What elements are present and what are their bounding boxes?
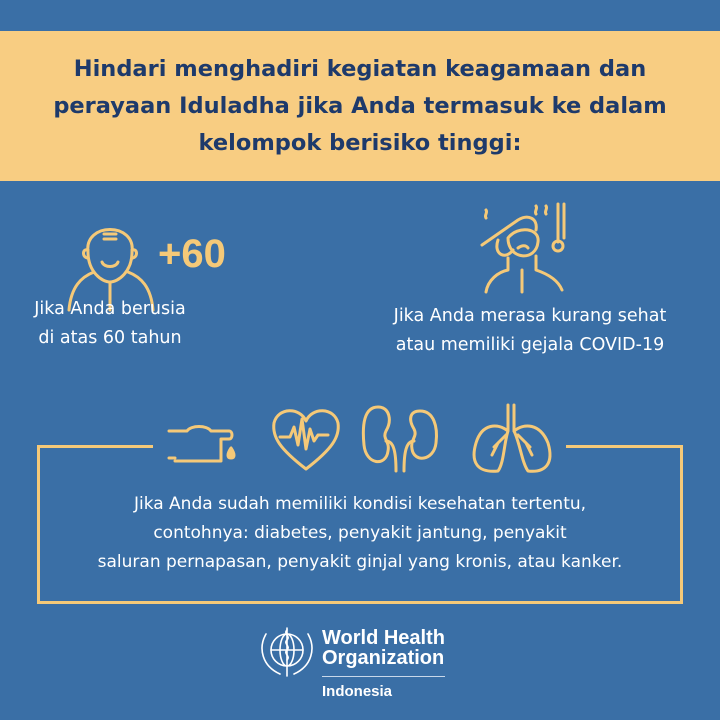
kidneys-icon (361, 405, 438, 473)
box-top-left-line (37, 445, 153, 448)
org-country: Indonesia (322, 676, 445, 702)
lungs-icon (472, 403, 552, 473)
org-name-line1: World Health (322, 627, 445, 649)
conditions-line3: saluran pernapasan, penyakit ginjal yang… (97, 552, 623, 572)
symptom-text-line2: atau memiliki gejala COVID-19 (395, 335, 665, 355)
conditions-box (37, 445, 683, 604)
who-logo: World Health Organization Indonesia (322, 628, 445, 702)
who-emblem-icon (261, 627, 313, 677)
org-name-line2: Organization (322, 647, 445, 669)
sick-person-thermometer-icon (480, 202, 566, 294)
blood-drop-finger-icon (167, 425, 236, 463)
heart-pulse-icon (272, 409, 340, 471)
age-text-line1: Jika Anda berusia (34, 299, 186, 319)
box-top-right-line (566, 445, 683, 448)
symptom-text-line1: Jika Anda merasa kurang sehat (393, 306, 667, 326)
age-text-line2: di atas 60 tahun (38, 328, 182, 348)
elderly-person-icon (67, 228, 155, 312)
conditions-line2: contohnya: diabetes, penyakit jantung, p… (153, 523, 567, 543)
age-badge: +60 (158, 232, 226, 276)
header-banner: Hindari menghadiri kegiatan keagamaan da… (0, 31, 720, 181)
conditions-line1: Jika Anda sudah memiliki kondisi kesehat… (133, 494, 587, 514)
conditions-text: Jika Anda sudah memiliki kondisi kesehat… (40, 490, 680, 577)
age-text: Jika Anda berusia di atas 60 tahun (0, 295, 220, 353)
page-title: Hindari menghadiri kegiatan keagamaan da… (53, 55, 667, 156)
symptom-text: Jika Anda merasa kurang sehat atau memil… (360, 302, 700, 360)
